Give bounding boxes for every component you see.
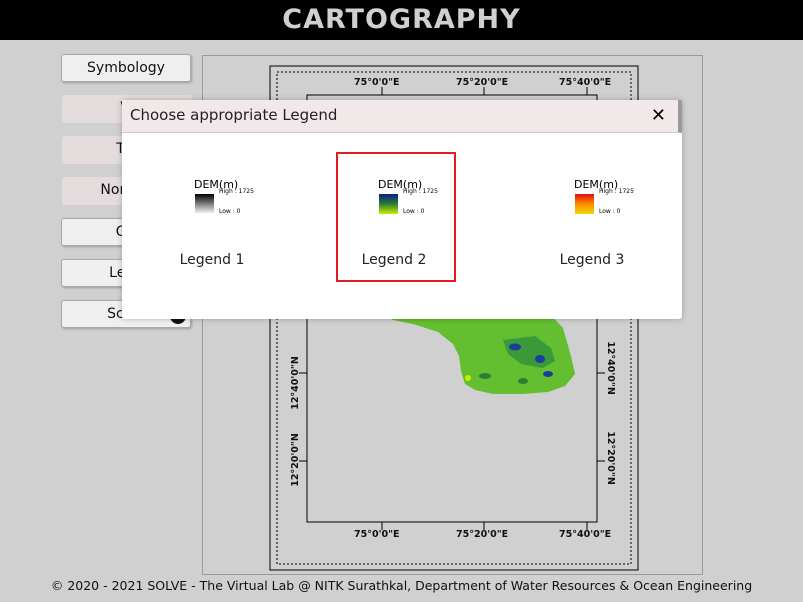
legend-1-label: Legend 1 [179,252,245,268]
dialog-header: Choose appropriate Legend ✕ [122,100,682,133]
close-icon[interactable]: ✕ [650,105,666,126]
bottom-coord-label-2: 75°20'0"E [456,529,508,540]
legend-2-preview: DEM(m) High : 1725 Low : 0 [336,178,456,238]
legend-3-high: High : 1725 [599,188,634,195]
legend-3-label: Legend 3 [559,252,625,268]
legend-dialog: Choose appropriate Legend ✕ DEM(m) High … [122,100,682,319]
legend-3-low: Low : 0 [599,208,621,215]
legend-1-color-ramp [195,194,214,214]
legend-1-title: DEM(m) [194,178,239,191]
legend-2-color-ramp [379,194,398,214]
top-coord-label-2: 75°20'0"E [456,77,508,88]
app-title: CARTOGRAPHY [282,4,521,35]
bottom-coord-label-3: 75°40'0"E [559,529,611,540]
right-coord-label-1: 12°40'0"N [605,341,616,395]
symbology-button[interactable]: Symbology [61,54,191,82]
legend-1-high: High : 1725 [219,188,254,195]
legend-2-high: High : 1725 [403,188,438,195]
legend-3-preview: DEM(m) High : 1725 Low : 0 [532,178,652,238]
legend-2-low: Low : 0 [403,208,425,215]
legend-option-3[interactable]: DEM(m) High : 1725 Low : 0 Legend 3 [532,152,652,282]
legend-1-low: Low : 0 [219,208,241,215]
bottom-coord-label-1: 75°0'0"E [354,529,400,540]
footer-text: © 2020 - 2021 SOLVE - The Virtual Lab @ … [50,578,753,593]
left-coord-label-1: 12°40'0"N [290,356,301,410]
dem-raster [383,312,575,394]
dialog-title: Choose appropriate Legend [130,106,338,124]
legend-1-preview: DEM(m) High : 1725 Low : 0 [152,178,272,238]
legend-3-title: DEM(m) [574,178,619,191]
left-coord-label-2: 12°20'0"N [290,433,301,487]
tick-marks [299,87,605,530]
legend-option-2[interactable]: DEM(m) High : 1725 Low : 0 Legend 2 [336,152,456,282]
legend-2-title: DEM(m) [378,178,423,191]
app-header: CARTOGRAPHY [0,0,803,40]
legend-option-1[interactable]: DEM(m) High : 1725 Low : 0 Legend 1 [152,152,272,282]
legend-3-color-ramp [575,194,594,214]
right-coord-label-2: 12°20'0"N [605,431,616,485]
top-coord-label-3: 75°40'0"E [559,77,611,88]
top-coord-label-1: 75°0'0"E [354,77,400,88]
legend-2-label: Legend 2 [361,252,427,268]
